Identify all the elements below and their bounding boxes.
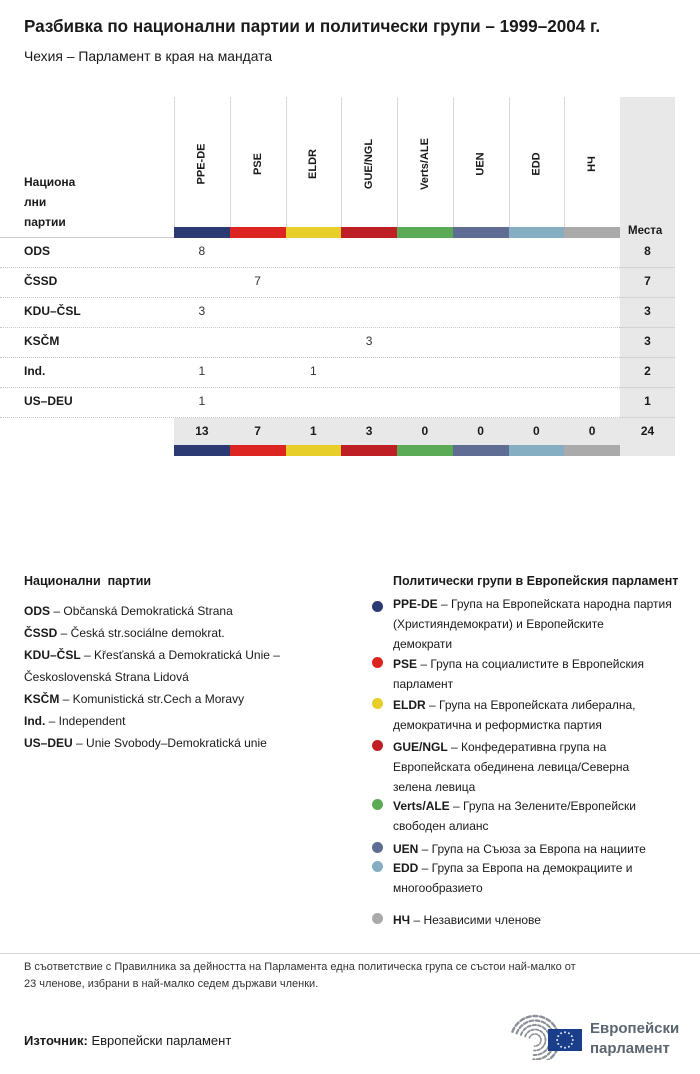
svg-text:Европейски: Европейски: [590, 1020, 679, 1037]
svg-text:парламент: парламент: [590, 1040, 670, 1057]
